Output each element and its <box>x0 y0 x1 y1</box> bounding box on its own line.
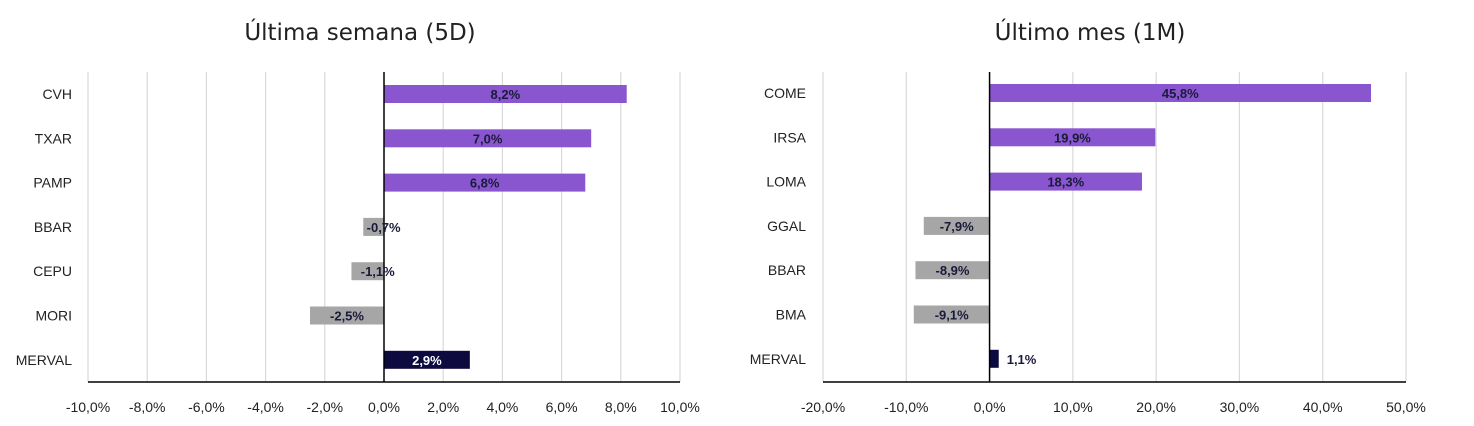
month-tick-label: 40,0% <box>1303 399 1343 415</box>
month-tick-label: 0,0% <box>974 399 1006 415</box>
month-data-label: 1,1% <box>1007 352 1037 367</box>
month-data-label: -7,9% <box>940 219 974 234</box>
month-data-label: 45,8% <box>1162 86 1199 101</box>
week-tick-label: 2,0% <box>427 399 459 415</box>
week-bar-pamp <box>384 173 586 192</box>
month-tick-label: -20,0% <box>801 399 845 415</box>
chart-month-axes <box>823 72 1406 383</box>
month-data-label: -9,1% <box>935 308 969 323</box>
month-data-label: 19,9% <box>1054 130 1091 145</box>
month-category-label: LOMA <box>766 174 806 190</box>
week-category-label: TXAR <box>35 130 72 146</box>
chart-week-bars <box>310 85 627 369</box>
month-bar-loma <box>989 172 1142 191</box>
chart-week-title: Última semana (5D) <box>244 18 475 46</box>
month-category-label: MERVAL <box>750 351 806 367</box>
week-tick-label: -8,0% <box>129 399 166 415</box>
chart-week-data-labels: 8,2% 7,0% 6,8% -0,7% -1,1% -2,5% 2,9% <box>330 87 521 368</box>
chart-month-title: Último mes (1M) <box>995 18 1186 46</box>
chart-month-categories: COME IRSA LOMA GGAL BBAR BMA MERVAL <box>750 85 807 367</box>
week-data-label: 8,2% <box>491 87 521 102</box>
week-category-label: BBAR <box>34 219 72 235</box>
month-bar-bma <box>913 305 990 324</box>
week-category-label: PAMP <box>33 175 72 191</box>
week-category-label: MORI <box>35 308 72 324</box>
chart-week-ticks: -10,0% -8,0% -6,0% -4,0% -2,0% 0,0% 2,0% 4,0% 6,… <box>66 399 700 415</box>
week-tick-label: 6,0% <box>546 399 578 415</box>
week-data-label: 2,9% <box>412 353 442 368</box>
week-data-label: -1,1% <box>361 264 395 279</box>
month-tick-label: 50,0% <box>1386 399 1426 415</box>
week-bar-cepu <box>351 262 384 281</box>
chart-month-data-labels: 45,8% 19,9% 18,3% -7,9% -8,9% -9,1% 1,1% <box>935 86 1199 367</box>
chart-month-bars <box>913 84 1372 368</box>
chart-month: Último mes (1M) COME IRSA LOMA GGAL BBAR BMA M… <box>750 18 1426 415</box>
chart-month-ticks: -20,0% -10,0% 0,0% 10,0% 20,0% 30,0% 40,0% 50,0… <box>801 399 1426 415</box>
month-bar-bbar <box>915 261 990 280</box>
week-bar-bbar <box>363 217 384 236</box>
month-tick-label: 10,0% <box>1053 399 1093 415</box>
month-data-label: 18,3% <box>1047 175 1084 190</box>
month-bar-irsa <box>989 128 1156 147</box>
week-category-label: MERVAL <box>16 352 72 368</box>
week-data-label: -2,5% <box>330 309 364 324</box>
week-tick-label: 0,0% <box>368 399 400 415</box>
month-tick-label: -10,0% <box>884 399 928 415</box>
month-bar-ggal <box>923 216 990 235</box>
week-tick-label: 4,0% <box>486 399 518 415</box>
week-tick-label: -6,0% <box>188 399 225 415</box>
week-bar-mori <box>310 306 384 325</box>
month-tick-label: 20,0% <box>1136 399 1176 415</box>
chart-week-axes <box>88 72 680 383</box>
week-data-label: -0,7% <box>367 220 401 235</box>
month-data-label: -8,9% <box>936 263 970 278</box>
month-category-label: BMA <box>776 307 807 323</box>
week-category-label: CVH <box>42 86 72 102</box>
week-tick-label: -4,0% <box>247 399 284 415</box>
month-category-label: GGAL <box>767 218 806 234</box>
week-tick-label: -2,0% <box>307 399 344 415</box>
month-category-label: IRSA <box>773 129 806 145</box>
week-tick-label: -10,0% <box>66 399 110 415</box>
month-bar-come <box>989 84 1372 102</box>
week-bar-cvh <box>384 85 627 103</box>
chart-week-categories: CVH TXAR PAMP BBAR CEPU MORI MERVAL <box>16 86 72 368</box>
week-data-label: 7,0% <box>473 131 503 146</box>
month-category-label: BBAR <box>768 262 806 278</box>
week-data-label: 6,8% <box>470 176 500 191</box>
week-category-label: CEPU <box>33 263 72 279</box>
month-bar-merval <box>989 349 999 368</box>
week-tick-label: 8,0% <box>605 399 637 415</box>
chart-week-grid <box>87 72 681 382</box>
month-category-label: COME <box>764 85 806 101</box>
week-bar-merval <box>384 350 470 369</box>
month-tick-label: 30,0% <box>1220 399 1260 415</box>
week-bar-txar <box>384 129 592 148</box>
chart-week: Última semana (5D) CVH TXAR PAMP BBAR CEPU MO… <box>16 18 700 415</box>
chart-month-grid <box>822 72 1407 382</box>
week-tick-label: 10,0% <box>660 399 700 415</box>
